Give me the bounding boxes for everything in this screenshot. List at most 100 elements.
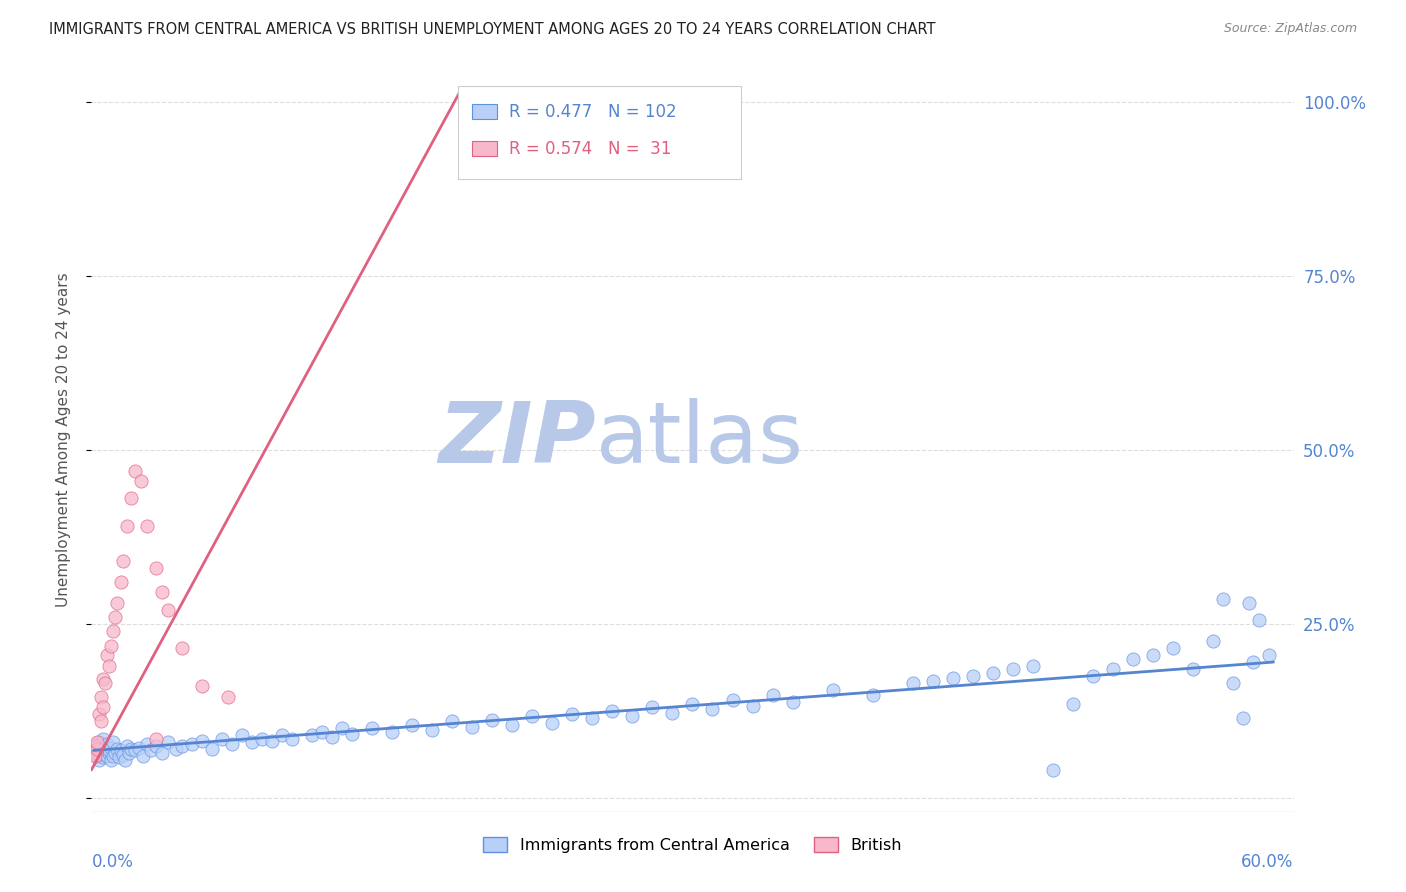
Point: [1062, 697, 1084, 711]
Point: [311, 724, 333, 739]
Point: [401, 717, 423, 731]
Point: [1239, 596, 1261, 610]
FancyBboxPatch shape: [472, 141, 496, 156]
Point: [501, 717, 523, 731]
Point: [321, 730, 343, 744]
Point: [661, 706, 683, 720]
Point: [98, 658, 121, 673]
Text: Source: ZipAtlas.com: Source: ZipAtlas.com: [1223, 22, 1357, 36]
Point: [107, 742, 129, 756]
Point: [942, 671, 965, 685]
Point: [231, 728, 253, 742]
Point: [1249, 613, 1271, 627]
Y-axis label: Unemployment Among Ages 20 to 24 years: Unemployment Among Ages 20 to 24 years: [56, 272, 70, 607]
Point: [100, 639, 122, 653]
Point: [862, 688, 884, 702]
Point: [301, 728, 323, 742]
Point: [330, 721, 353, 735]
Point: [84, 739, 107, 753]
Point: [762, 688, 785, 702]
Text: 0.0%: 0.0%: [91, 853, 134, 871]
Text: R = 0.477   N = 102: R = 0.477 N = 102: [509, 103, 676, 120]
FancyBboxPatch shape: [458, 86, 741, 178]
Point: [90, 740, 112, 755]
Point: [121, 742, 143, 756]
Point: [150, 746, 173, 760]
Point: [110, 743, 132, 757]
Point: [461, 720, 484, 734]
Point: [145, 731, 167, 746]
Point: [104, 609, 127, 624]
Point: [86, 749, 108, 764]
Point: [481, 713, 503, 727]
Point: [112, 554, 135, 568]
Text: 60.0%: 60.0%: [1241, 853, 1294, 871]
Point: [381, 724, 404, 739]
FancyBboxPatch shape: [472, 104, 496, 119]
Point: [98, 746, 121, 760]
Point: [108, 750, 131, 764]
Text: IMMIGRANTS FROM CENTRAL AMERICA VS BRITISH UNEMPLOYMENT AMONG AGES 20 TO 24 YEAR: IMMIGRANTS FROM CENTRAL AMERICA VS BRITI…: [49, 22, 936, 37]
Point: [117, 739, 139, 753]
Point: [260, 733, 283, 747]
Point: [922, 673, 945, 688]
Point: [440, 714, 463, 729]
Point: [94, 742, 117, 756]
Point: [721, 693, 744, 707]
Point: [89, 735, 111, 749]
Point: [107, 596, 129, 610]
Point: [240, 735, 263, 749]
Point: [103, 735, 125, 749]
Point: [96, 737, 118, 751]
Point: [165, 742, 187, 756]
Point: [90, 690, 112, 704]
Point: [561, 707, 583, 722]
Point: [420, 723, 443, 737]
Point: [100, 752, 122, 766]
Point: [104, 746, 127, 760]
Point: [124, 743, 146, 757]
Point: [145, 739, 167, 753]
Point: [124, 464, 146, 478]
Point: [741, 698, 763, 713]
Point: [821, 682, 844, 697]
Point: [1142, 648, 1164, 662]
Point: [1182, 662, 1205, 676]
Point: [1122, 651, 1144, 665]
Point: [156, 603, 179, 617]
Point: [170, 739, 193, 753]
Point: [1102, 662, 1125, 676]
Point: [1001, 662, 1024, 676]
Point: [117, 519, 139, 533]
Point: [100, 740, 122, 755]
Point: [340, 727, 363, 741]
Point: [681, 697, 703, 711]
Point: [94, 676, 117, 690]
Point: [1163, 641, 1185, 656]
Legend: Immigrants from Central America, British: Immigrants from Central America, British: [477, 830, 908, 860]
Point: [136, 737, 159, 751]
Point: [96, 749, 118, 764]
Point: [1212, 592, 1234, 607]
Point: [190, 733, 212, 747]
Point: [90, 714, 112, 729]
Point: [84, 749, 107, 764]
Point: [141, 743, 163, 757]
Point: [250, 731, 273, 746]
Point: [114, 752, 136, 766]
Point: [94, 747, 117, 762]
Point: [90, 743, 112, 757]
Point: [541, 715, 564, 730]
Point: [82, 746, 104, 760]
Point: [201, 742, 224, 756]
Point: [602, 704, 624, 718]
Point: [89, 707, 111, 722]
Text: atlas: atlas: [596, 398, 804, 481]
Point: [962, 669, 984, 683]
Point: [190, 680, 212, 694]
Point: [86, 735, 108, 749]
Point: [96, 648, 118, 662]
Point: [103, 624, 125, 638]
Point: [103, 749, 125, 764]
Point: [82, 742, 104, 756]
